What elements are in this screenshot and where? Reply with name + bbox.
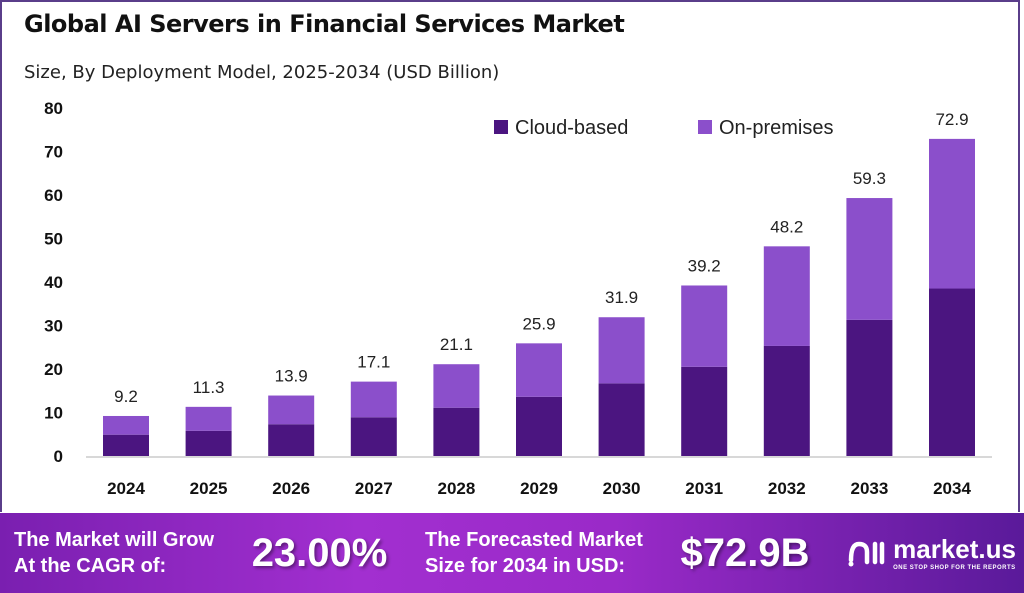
x-tick-label: 2026 [272, 479, 310, 498]
bar-on-premises-2030 [598, 317, 645, 384]
forecast-label-line2: Size for 2034 in USD: [425, 555, 626, 577]
logo-icon [848, 541, 885, 567]
y-tick-label: 20 [44, 360, 63, 379]
forecast-value: $72.9B [680, 531, 810, 575]
cagr-label-line1: The Market will Grow [14, 529, 215, 551]
chart-title: Global AI Servers in Financial Services … [24, 10, 625, 38]
bar-on-premises-2026 [268, 395, 315, 425]
bar-on-premises-2024 [103, 415, 149, 435]
y-tick-label: 50 [44, 230, 63, 249]
x-tick-label: 2034 [933, 479, 971, 498]
bar-cloud-based-2028 [433, 407, 480, 456]
total-data-label: 17.1 [357, 353, 390, 372]
bar-cloud-based-2033 [846, 319, 893, 456]
forecast-label: The Forecasted Market Size for 2034 in U… [425, 527, 643, 579]
bar-cloud-based-2032 [763, 345, 810, 456]
stacked-bar-chart: 010203040506070809.2202411.3202513.92026… [44, 99, 992, 498]
market-us-logo: market.us ONE STOP SHOP FOR THE REPORTS [847, 534, 1016, 573]
total-data-label: 13.9 [275, 367, 308, 386]
total-data-label: 11.3 [193, 378, 225, 397]
total-data-label: 39.2 [688, 256, 721, 275]
bar-on-premises-2027 [350, 381, 397, 418]
total-data-label: 72.9 [935, 110, 968, 129]
bar-cloud-based-2025 [185, 430, 232, 456]
legend-swatch-0 [494, 120, 508, 134]
bar-on-premises-2034 [929, 138, 975, 289]
total-data-label: 59.3 [853, 169, 886, 188]
x-tick-label: 2028 [437, 479, 475, 498]
x-tick-label: 2033 [850, 479, 888, 498]
x-tick-label: 2032 [768, 479, 806, 498]
total-data-label: 21.1 [440, 335, 473, 354]
bar-on-premises-2028 [433, 364, 480, 408]
x-tick-label: 2029 [520, 479, 558, 498]
bar-cloud-based-2029 [516, 396, 562, 456]
y-tick-label: 70 [44, 143, 63, 162]
x-tick-label: 2027 [355, 479, 393, 498]
legend-swatch-1 [698, 120, 712, 134]
bar-cloud-based-2026 [268, 424, 315, 456]
x-tick-label: 2030 [603, 479, 641, 498]
bar-on-premises-2025 [185, 406, 232, 431]
y-tick-label: 60 [44, 186, 63, 205]
x-tick-label: 2024 [107, 479, 145, 498]
y-tick-label: 30 [44, 317, 63, 336]
bar-on-premises-2033 [846, 198, 893, 320]
y-tick-label: 10 [44, 404, 63, 423]
bar-cloud-based-2034 [929, 288, 975, 456]
forecast-label-line1: The Forecasted Market [425, 529, 643, 551]
bar-on-premises-2031 [681, 285, 728, 367]
x-tick-label: 2031 [685, 479, 723, 498]
logo-tagline: ONE STOP SHOP FOR THE REPORTS [893, 564, 1016, 571]
y-tick-label: 80 [44, 99, 63, 118]
logo-text: market.us [893, 533, 1016, 564]
cagr-value: 23.00% [251, 531, 388, 575]
legend-label: Cloud-based [515, 117, 628, 139]
total-data-label: 48.2 [770, 217, 803, 236]
bar-cloud-based-2027 [350, 417, 397, 456]
bar-on-premises-2029 [516, 343, 562, 397]
summary-banner: The Market will Grow At the CAGR of: 23.… [0, 513, 1024, 593]
chart-subtitle: Size, By Deployment Model, 2025-2034 (US… [24, 62, 500, 83]
y-tick-label: 40 [44, 273, 63, 292]
x-tick-label: 2025 [190, 479, 228, 498]
bar-cloud-based-2030 [598, 383, 645, 456]
bar-cloud-based-2031 [681, 366, 728, 456]
bar-on-premises-2032 [763, 246, 810, 346]
bar-cloud-based-2024 [103, 434, 149, 456]
cagr-label-line2: At the CAGR of: [14, 555, 167, 577]
chart-frame [0, 0, 1020, 512]
cagr-label: The Market will Grow At the CAGR of: [14, 527, 214, 579]
total-data-label: 25.9 [522, 314, 555, 333]
total-data-label: 31.9 [605, 288, 638, 307]
legend-label: On-premises [719, 117, 833, 139]
y-tick-label: 0 [54, 447, 63, 466]
total-data-label: 9.2 [114, 387, 138, 406]
